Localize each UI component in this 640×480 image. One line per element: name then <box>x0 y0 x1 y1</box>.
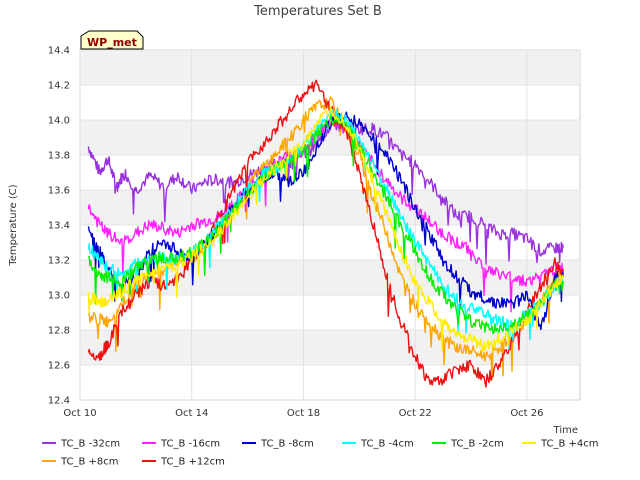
y-axis: 12.4 12.6 12.8 13.0 13.2 13.4 13.6 13.8 14.0 14.2… <box>48 46 70 407</box>
y-tick-label: 12.6 <box>48 361 70 372</box>
series-line <box>87 105 564 352</box>
series-line <box>87 111 564 331</box>
y-axis-label: Temperature (C) <box>8 184 19 266</box>
legend-label: TC_B -2cm <box>450 439 504 450</box>
series-line <box>87 79 564 388</box>
y-tick-label: 13.8 <box>48 151 70 162</box>
legend-label: TC_B -16cm <box>160 439 220 450</box>
x-axis-label: Time <box>553 425 578 436</box>
x-tick-label: Oct 14 <box>175 408 208 419</box>
grid-band <box>80 190 580 225</box>
series-group <box>87 79 564 388</box>
legend-label: TC_B -32cm <box>60 439 120 450</box>
y-tick-label: 13.4 <box>48 221 70 232</box>
grid-band <box>80 330 580 365</box>
series-line <box>87 107 564 349</box>
series-line <box>87 96 564 381</box>
legend-label: TC_B -4cm <box>360 439 414 450</box>
station-badge: WP_met <box>80 30 144 50</box>
y-tick-label: 13.0 <box>48 291 70 302</box>
y-tick-label: 12.4 <box>48 396 70 407</box>
grid-band <box>80 50 580 85</box>
grid-band <box>80 260 580 295</box>
legend-label: TC_B -8cm <box>260 439 314 450</box>
legend-label: TC_B +8cm <box>60 457 119 468</box>
y-tick-label: 14.4 <box>48 46 70 57</box>
badge-label: WP_met <box>87 36 137 49</box>
y-tick-label: 13.6 <box>48 186 70 197</box>
y-tick-label: 12.8 <box>48 326 70 337</box>
x-tick-label: Oct 18 <box>287 408 320 419</box>
x-tick-label: Oct 10 <box>63 408 96 419</box>
x-tick-label: Oct 22 <box>399 408 432 419</box>
legend: TC_B -32cm TC_B -16cm TC_B -8cm TC_B -4cm TC… <box>42 439 599 468</box>
legend-label: TC_B +4cm <box>540 439 599 450</box>
badge-shape <box>80 30 144 50</box>
y-tick-label: 14.0 <box>48 116 70 127</box>
x-tick-label: Oct 26 <box>510 408 543 419</box>
y-tick-label: 13.2 <box>48 256 70 267</box>
grid-band <box>80 120 580 155</box>
y-tick-label: 14.2 <box>48 81 70 92</box>
legend-label: TC_B +12cm <box>160 457 225 468</box>
chart-title: Temperatures Set B <box>253 4 382 19</box>
x-axis: Oct 10 Oct 14 Oct 18 Oct 22 Oct 26 <box>63 408 543 419</box>
series-line <box>87 114 564 335</box>
